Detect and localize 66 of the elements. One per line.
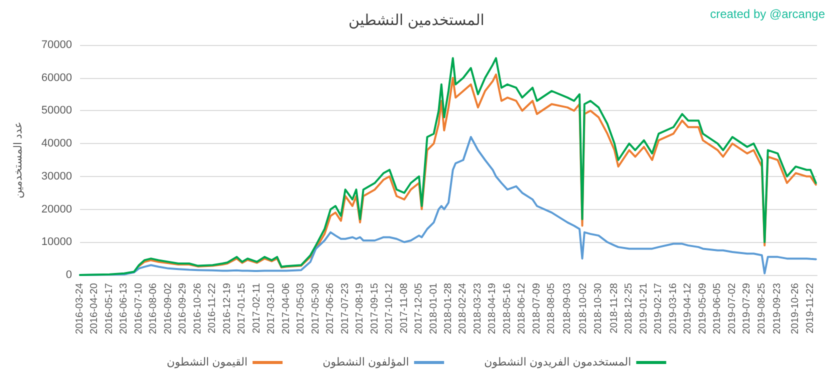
y-axis-title: عدد المستخدمين bbox=[12, 122, 24, 198]
x-tick-label: 2017-11-08 bbox=[398, 282, 410, 334]
text: created by @arcange bbox=[710, 7, 826, 21]
x-tick-label: 2016-10-26 bbox=[192, 282, 204, 334]
x-tick-label: 2019-07-29 bbox=[742, 282, 753, 334]
x-tick-label: 2016-05-17 bbox=[104, 282, 115, 334]
y-tick-label: 0 bbox=[66, 269, 72, 281]
y-tick-label: 10000 bbox=[41, 236, 72, 248]
y-tick-label: 70000 bbox=[41, 39, 72, 51]
x-tick-label: 2018-04-19 bbox=[487, 282, 498, 334]
x-tick-label: 2017-04-06 bbox=[280, 282, 292, 334]
x-tick-label: 2018-11-28 bbox=[608, 282, 620, 334]
x-tick-label: 2016-07-10 bbox=[133, 282, 144, 334]
x-tick-label: 2018-10-30 bbox=[593, 282, 604, 334]
x-tick-label: 2018-07-09 bbox=[531, 282, 542, 334]
x-tick-label: 2016-03-24 bbox=[74, 282, 86, 334]
x-tick-label: 2017-07-23 bbox=[340, 282, 351, 334]
x-tick-label: 2017-09-15 bbox=[369, 282, 380, 334]
x-tick-label: 2019-01-21 bbox=[638, 282, 650, 334]
y-tick-label: 20000 bbox=[41, 203, 72, 216]
x-tick-label: 2017-05-03 bbox=[296, 282, 307, 334]
x-tick-label: 2018-10-02 bbox=[578, 282, 589, 334]
x-tick-label: 2018-06-12 bbox=[516, 282, 528, 334]
y-tick-label: 30000 bbox=[41, 170, 72, 182]
x-tick-label: 2018-12-25 bbox=[624, 282, 635, 334]
x-tick-label: 2018-09-03 bbox=[562, 282, 574, 334]
x-tick-label: 2019-03-16 bbox=[668, 282, 679, 334]
x-tick-label: 2018-02-24 bbox=[458, 282, 469, 334]
line-series bbox=[79, 57, 817, 276]
y-tick-label: 50000 bbox=[41, 104, 72, 117]
x-tick-label: 2016-04-20 bbox=[89, 282, 100, 334]
x-tick-label: 2017-06-26 bbox=[325, 282, 336, 334]
x-tick-label: 2019-07-02 bbox=[726, 282, 738, 334]
x-tick-label: 2019-06-05 bbox=[712, 282, 724, 334]
x-tick-label: 2016-08-06 bbox=[148, 282, 160, 334]
x-tick-label: 2016-12-19 bbox=[222, 282, 233, 334]
x-tick-label: 2017-12-05 bbox=[414, 282, 425, 334]
x-tick-label: 2017-08-19 bbox=[354, 282, 366, 334]
x-tick-label: 2019-08-25 bbox=[756, 282, 768, 334]
legend-label: القيمون النشطون bbox=[166, 356, 248, 368]
x-tick-label: 2016-09-02 bbox=[162, 282, 174, 334]
x-tick-label: 2016-09-29 bbox=[178, 282, 189, 334]
x-tick-label: 2018-05-16 bbox=[502, 282, 513, 334]
y-tick-label: 60000 bbox=[41, 72, 72, 84]
x-tick-label: 2017-02-11 bbox=[251, 282, 262, 334]
x-tick-label: 2018-01-01 bbox=[428, 282, 440, 334]
x-tick-label: 2016-11-22 bbox=[207, 282, 218, 334]
x-tick-label: 2017-03-10 bbox=[266, 282, 278, 334]
x-tick-label: 2019-05-09 bbox=[697, 282, 708, 334]
x-tick-label: 2017-01-15 bbox=[236, 282, 248, 334]
x-tick-label: 2019-10-26 bbox=[790, 282, 802, 334]
x-tick-label: 2019-02-17 bbox=[653, 282, 664, 334]
legend-label: المستخدمون الفريدون النشطون bbox=[484, 356, 632, 368]
x-tick-label: 2019-11-22 bbox=[804, 282, 816, 334]
chart-title: المستخدمين النشطين bbox=[348, 12, 484, 29]
x-tick-label: 2018-03-23 bbox=[472, 282, 484, 334]
x-tick-label: 2018-01-28 bbox=[443, 282, 454, 334]
legend-label: المؤلفون النشطون bbox=[322, 356, 410, 368]
x-tick-label: 2019-04-12 bbox=[682, 282, 694, 334]
line-series bbox=[138, 74, 817, 268]
x-tick-label: 2016-06-13 bbox=[118, 282, 130, 334]
x-tick-label: 2019-09-23 bbox=[772, 282, 784, 334]
y-tick-label: 40000 bbox=[41, 138, 72, 150]
x-tick-label: 2017-05-30 bbox=[310, 282, 322, 334]
x-tick-label: 2018-08-05 bbox=[546, 282, 558, 334]
x-tick-label: 2017-10-12 bbox=[384, 282, 396, 334]
